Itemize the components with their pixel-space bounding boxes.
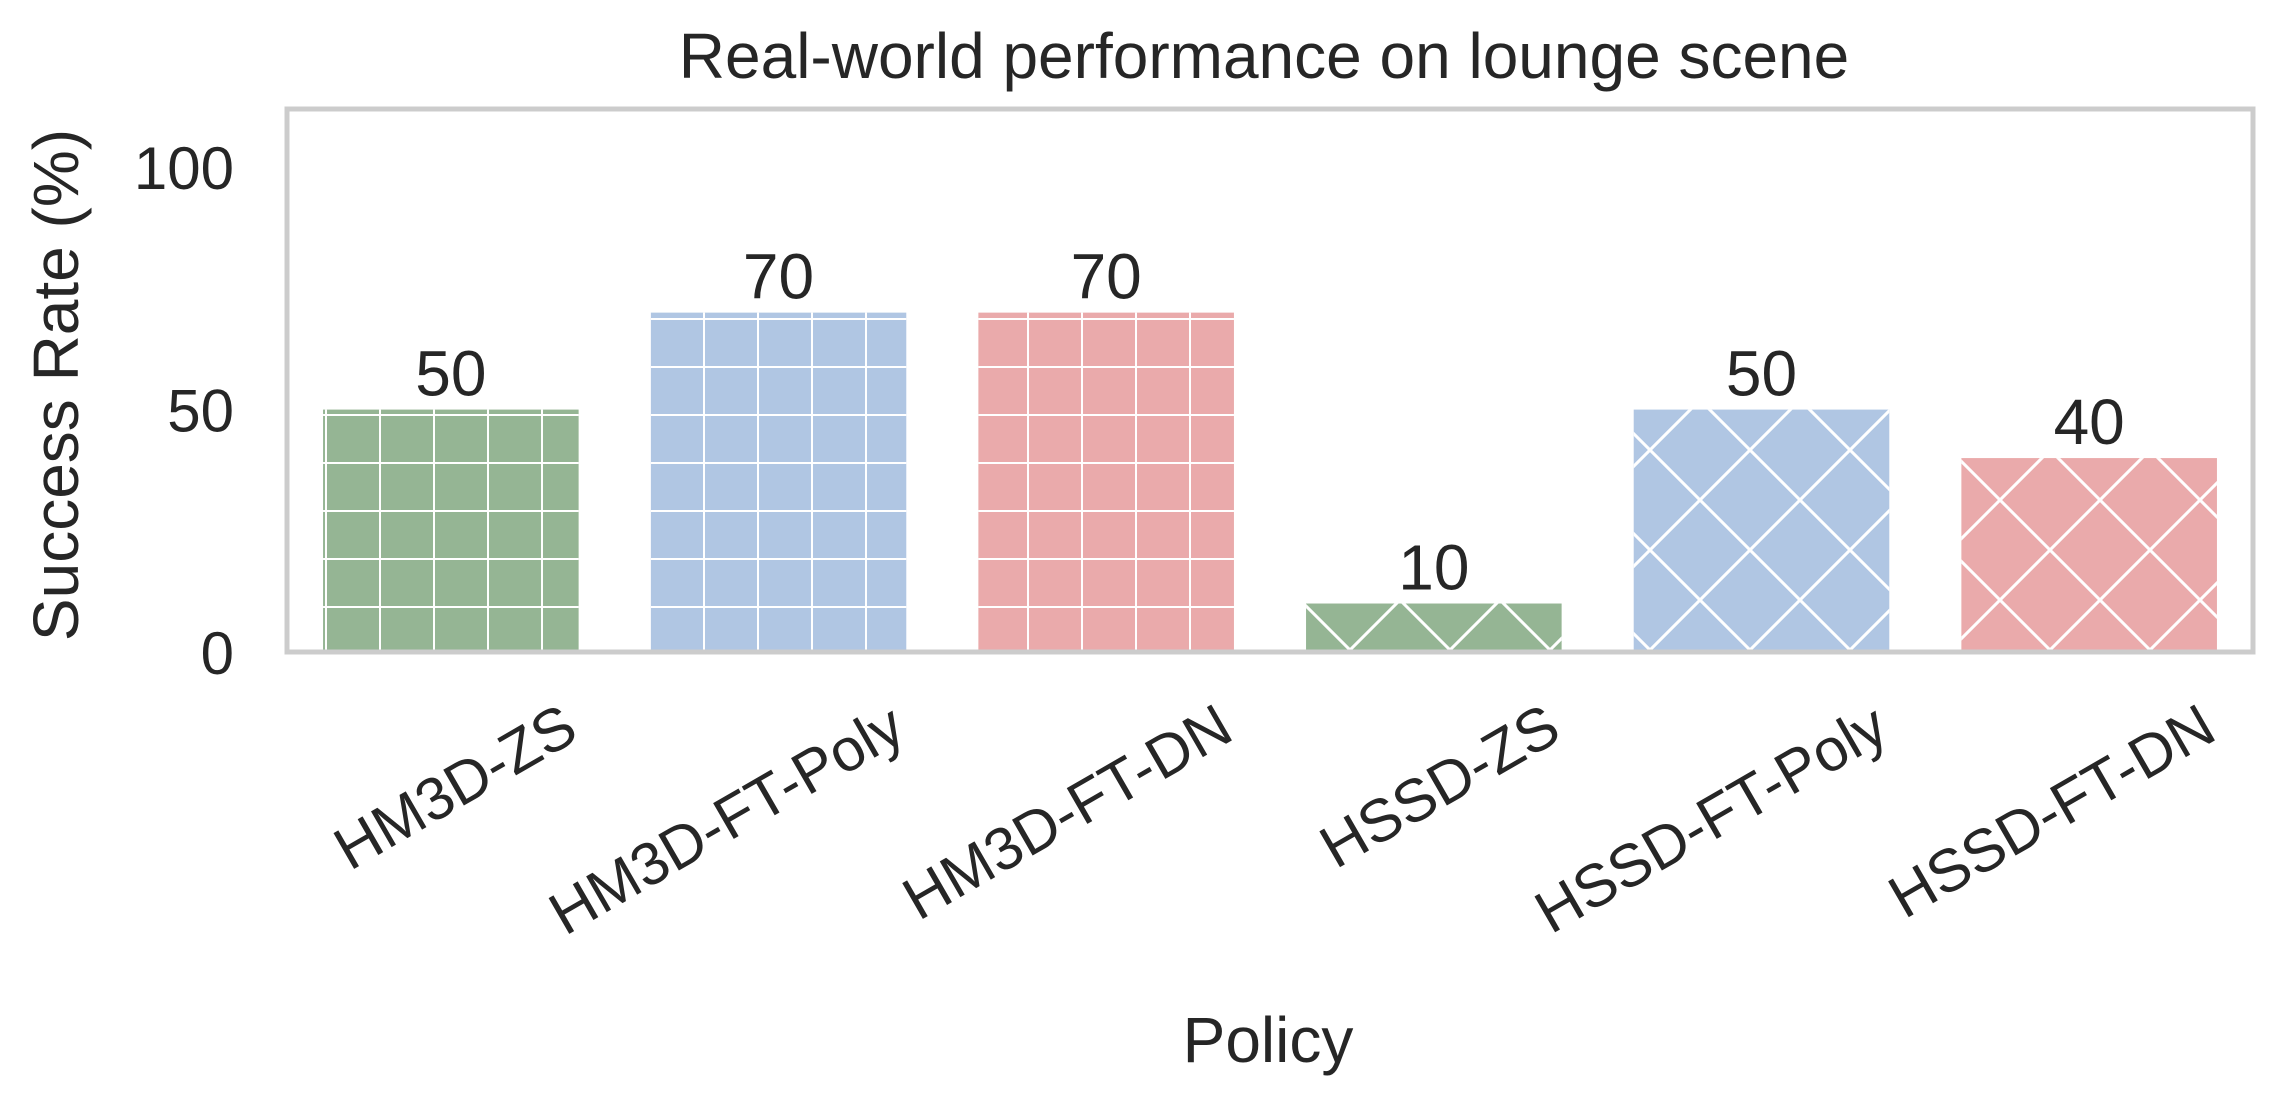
bar-hatch-hm3d-zs [323,409,579,652]
value-label: 10 [1398,532,1469,604]
bar-hatch-hm3d-ft-dn [978,312,1234,652]
y-ticks-layer: 0 50 100 [134,135,234,687]
plot-frame [284,106,2256,655]
y-tick-label: 0 [201,620,234,687]
value-label: 70 [1071,241,1142,313]
x-tick-label: HSSD-FT-DN [1878,691,2226,931]
bar-hatch-hssd-zs [1306,603,1562,652]
y-tick-label: 100 [134,135,234,202]
value-label: 70 [743,241,814,313]
value-label: 50 [415,338,486,410]
x-tick-label: HM3D-FT-DN [892,691,1243,932]
y-tick-label: 50 [167,378,234,445]
x-axis-label: Policy [1183,1004,1354,1076]
bar-hatch-hm3d-ft-poly [650,312,907,652]
bar-hatch-hssd-ft-poly [1633,409,1890,652]
x-tick-label: HSSD-FT-Poly [1524,691,1898,946]
value-label: 40 [2054,386,2125,458]
bar-hatch-hssd-ft-dn [1961,458,2217,652]
x-tick-label: HM3D-ZS [323,691,587,882]
x-tick-label: HSSD-ZS [1309,691,1571,881]
bars-layer [323,312,2217,652]
x-tick-label: HM3D-FT-Poly [538,691,915,947]
value-label: 50 [1726,338,1797,410]
y-axis-label: Success Rate (%) [20,129,92,641]
value-labels-layer: 50 70 70 10 50 40 [415,241,2125,604]
chart-title: Real-world performance on lounge scene [679,20,1849,92]
